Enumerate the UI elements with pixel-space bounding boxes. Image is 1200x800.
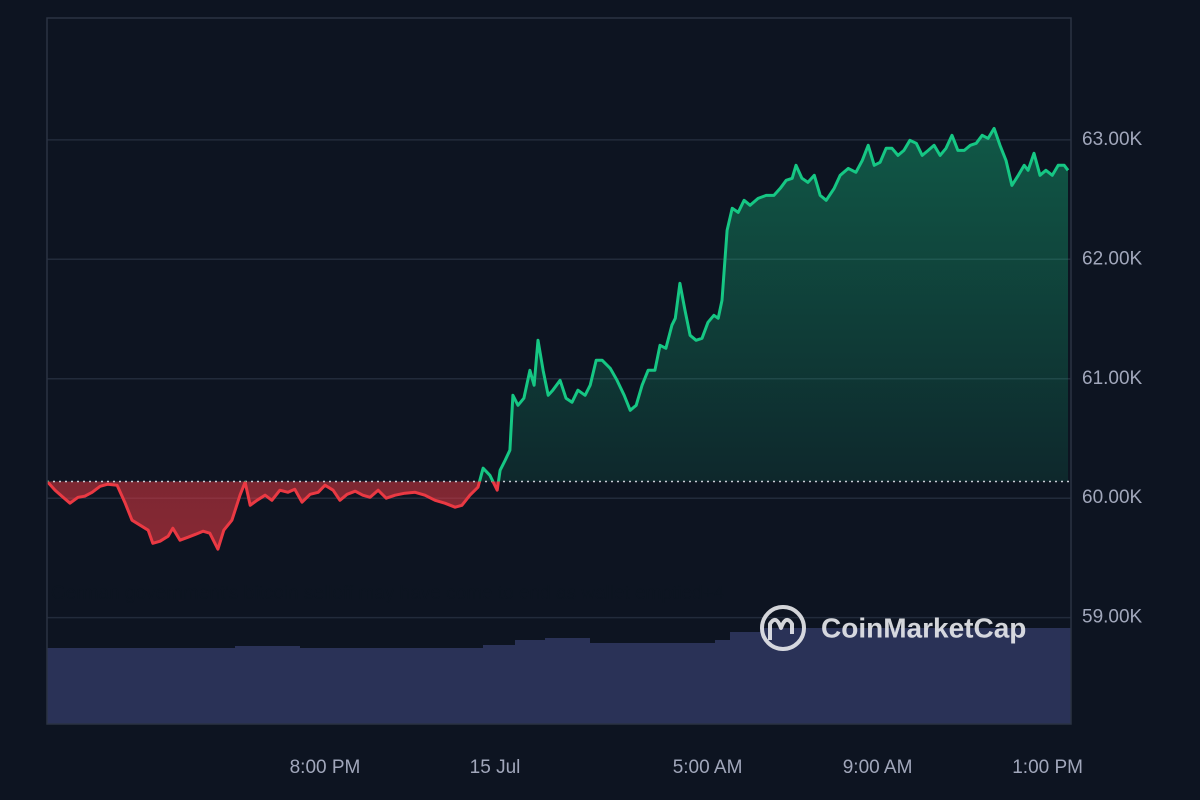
watermark-logo: [760, 605, 806, 651]
area-down: [47, 481, 499, 550]
x-tick-label: 8:00 PM: [290, 757, 361, 778]
y-tick-label: 61.00K: [1082, 368, 1143, 389]
y-tick-label: 62.00K: [1082, 248, 1143, 269]
area-up: [47, 128, 1068, 482]
x-tick-label: 1:00 PM: [1012, 757, 1083, 778]
y-tick-label: 60.00K: [1082, 487, 1143, 508]
x-tick-label: 5:00 AM: [673, 757, 743, 778]
watermark: CoinMarketCap: [821, 612, 1026, 643]
plot: [47, 126, 1071, 551]
annotation: German government's bitcoin selloff may …: [51, 583, 725, 604]
y-tick-label: 63.00K: [1082, 129, 1143, 150]
x-tick-label: 15 Jul: [470, 757, 521, 778]
price-line-up: [47, 126, 1070, 482]
watermark-group: CoinMarketCap: [760, 605, 1026, 651]
price-line-down: [47, 481, 500, 551]
volume-area: [47, 628, 1071, 724]
plot-frame: [46, 17, 1072, 725]
watermark-logo-mark: [768, 617, 794, 640]
x-tick-label: 9:00 AM: [843, 757, 913, 778]
y-tick-label: 59.00K: [1082, 607, 1143, 628]
